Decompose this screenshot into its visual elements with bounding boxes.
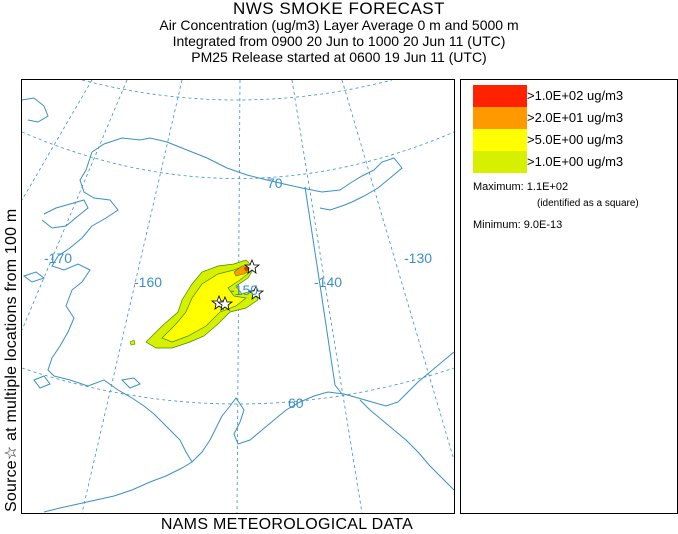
lon-label-160: -160 — [134, 274, 162, 290]
longitude-160-line — [81, 80, 183, 513]
legend-item: >2.0E+01 ug/m3 — [473, 107, 673, 129]
southwest-coast — [43, 375, 193, 513]
title-block: NWS SMOKE FORECAST Air Concentration (ug… — [0, 0, 678, 65]
meteorological-data-footer: NAMS METEOROLOGICAL DATA — [160, 516, 414, 533]
title: NWS SMOKE FORECAST — [232, 0, 446, 18]
longitude-130-line — [341, 80, 454, 461]
legend-label: >1.0E+02 ug/m3 — [527, 88, 624, 103]
longitude-170-line — [22, 80, 128, 331]
graticule — [22, 80, 454, 513]
legend-minimum: Minimum: 9.0E-13 — [473, 219, 563, 231]
legend-panel: >1.0E+02 ug/m3 >2.0E+01 ug/m3 >5.0E+00 u… — [460, 79, 678, 514]
graticule-labels: -170 -160 -150 -140 -130 70 60 — [44, 175, 432, 411]
lon-label-140: -140 — [314, 274, 342, 290]
cook-inlet-coast — [191, 351, 454, 463]
longitude-180-line — [22, 80, 93, 201]
coastline — [22, 97, 454, 513]
lat-label-60: 60 — [288, 395, 304, 411]
legend-label: >1.0E+00 ug/m3 — [527, 154, 624, 169]
legend-swatch — [473, 151, 527, 173]
legend-item: >1.0E+00 ug/m3 — [473, 151, 673, 173]
lon-label-170: -170 — [44, 250, 72, 266]
smoke-plume — [129, 259, 259, 349]
source-star-icon — [247, 284, 265, 300]
source-side-label-text: Source☆ at multiple locations from 100 m — [3, 208, 20, 512]
legend-maximum-note: (identified as a square) — [537, 198, 639, 209]
nunivak-island — [33, 375, 51, 389]
longitude-140-line — [291, 80, 363, 513]
legend-maximum: Maximum: 1.1E+02 — [473, 181, 569, 193]
west-coast — [47, 151, 119, 377]
plume-outlier — [129, 339, 136, 346]
seward-peninsula — [41, 199, 89, 229]
subtitle-concentration: Air Concentration (ug/m3) Layer Average … — [159, 17, 519, 33]
subtitle-integration: Integrated from 0900 20 Jun to 1000 20 J… — [172, 33, 506, 49]
legend-label: >5.0E+00 ug/m3 — [527, 132, 624, 147]
lon-label-150: -150 — [230, 282, 258, 298]
arctic-coast — [91, 137, 403, 203]
source-star-icon — [243, 258, 261, 274]
lon-label-130: -130 — [404, 250, 432, 266]
legend-swatch — [473, 85, 527, 107]
alaska-canada-border — [304, 186, 343, 395]
legend-label: >2.0E+01 ug/m3 — [527, 110, 624, 125]
alaska-map: -170 -160 -150 -140 -130 70 60 — [22, 80, 454, 513]
latitude-60-line — [22, 367, 454, 405]
source-star-icon — [216, 295, 234, 311]
legend-item: >5.0E+00 ug/m3 — [473, 129, 673, 151]
chukotka-coast — [22, 97, 49, 123]
st-lawrence-island — [22, 271, 46, 283]
legend-item: >1.0E+02 ug/m3 — [473, 85, 673, 107]
legend-swatch — [473, 107, 527, 129]
latitude-70-line — [22, 131, 454, 179]
map-panel: -170 -160 -150 -140 -130 70 60 — [21, 79, 455, 514]
plume-level-2 — [161, 265, 251, 343]
legend-swatch — [473, 129, 527, 151]
panhandle-coast — [359, 399, 454, 491]
source-markers — [210, 258, 265, 311]
mainland-coast-east — [319, 201, 353, 211]
lat-label-70: 70 — [267, 175, 283, 191]
inland-lake — [120, 377, 141, 389]
latitude-80-line — [81, 80, 393, 101]
subtitle-release: PM25 Release started at 0600 19 Jun 11 (… — [191, 49, 487, 65]
